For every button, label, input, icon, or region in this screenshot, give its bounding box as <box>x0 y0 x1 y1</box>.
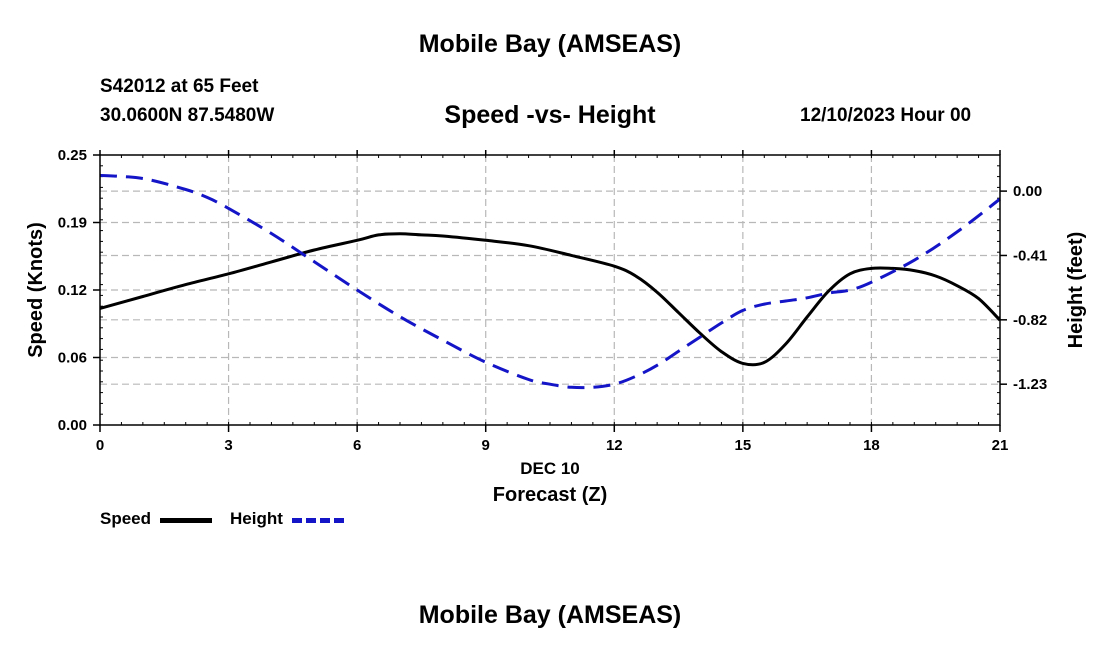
x-tick-label: 21 <box>992 437 1009 454</box>
y-tick-label: 0.12 <box>58 282 87 299</box>
y-tick-label: 0.06 <box>58 350 87 367</box>
x-axis-date-label: DEC 10 <box>520 459 580 478</box>
datetime-label: 12/10/2023 Hour 00 <box>800 105 972 126</box>
y2-tick-label: 0.00 <box>1013 183 1042 200</box>
station-label: S42012 at 65 Feet <box>100 76 259 97</box>
chart-title: Speed -vs- Height <box>444 101 656 129</box>
y-tick-label: 0.19 <box>58 215 87 232</box>
y2-axis-title: Height (feet) <box>1065 232 1087 349</box>
x-tick-label: 3 <box>224 437 232 454</box>
legend-speed-label: Speed <box>100 509 152 528</box>
legend-speed-swatch <box>160 518 212 523</box>
x-axis-title: Forecast (Z) <box>493 484 607 506</box>
y2-tick-label: -0.41 <box>1013 247 1047 264</box>
coordinates-label: 30.0600N 87.5480W <box>100 105 275 126</box>
y-tick-label: 0.25 <box>58 147 87 164</box>
x-tick-label: 9 <box>482 437 490 454</box>
series-layer <box>99 173 1002 390</box>
y2-tick-label: -0.82 <box>1013 312 1047 329</box>
x-tick-label: 6 <box>353 437 361 454</box>
x-tick-label: 18 <box>863 437 880 454</box>
series-line-speed <box>99 232 1002 367</box>
y2-tick-label: -1.23 <box>1013 376 1047 393</box>
page-title: Mobile Bay (AMSEAS) <box>418 30 682 58</box>
legend-height-swatch <box>292 518 344 523</box>
x-tick-label: 0 <box>96 437 104 454</box>
footer-title: Mobile Bay (AMSEAS) <box>418 601 682 629</box>
legend-height-label: Height <box>230 509 283 528</box>
y-axis-title: Speed (Knots) <box>25 222 47 358</box>
axis-labels: DEC 10 Forecast (Z) Speed (Knots) Height… <box>25 147 1087 506</box>
x-tick-label: 12 <box>606 437 623 454</box>
axis-ticks <box>93 150 1007 432</box>
y-tick-label: 0.00 <box>58 417 87 434</box>
series-line-height <box>99 173 1001 390</box>
x-tick-label: 15 <box>735 437 752 454</box>
